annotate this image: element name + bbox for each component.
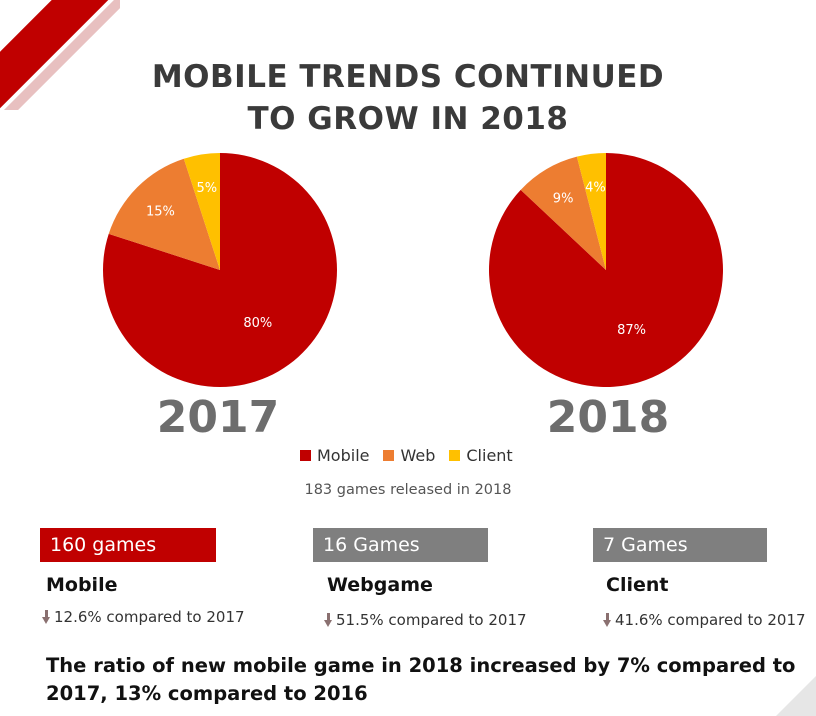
- title-line-2: TO GROW IN 2018: [247, 101, 569, 137]
- pie-2018-year-label: 2018: [546, 392, 670, 443]
- webgame-change: 51.5% compared to 2017: [324, 611, 527, 629]
- pie-charts: 80% 15% 5% 87% 9% 4%: [103, 153, 724, 387]
- webgame-change-text: 51.5% compared to 2017: [336, 611, 527, 629]
- pie-2018-slice-web: [520, 156, 606, 270]
- chart-legend: Mobile Web Client: [300, 446, 513, 465]
- page-title: MOBILE TRENDS CONTINUED TO GROW IN 2018: [0, 56, 816, 140]
- legend-label-web: Web: [400, 446, 436, 465]
- pie-2018-slice-mobile: [489, 153, 724, 387]
- footer-summary: The ratio of new mobile game in 2018 inc…: [46, 654, 796, 705]
- legend-item-web: Web: [383, 446, 435, 465]
- pie-2018-label-mobile: 87%: [617, 323, 646, 338]
- client-games-badge: 7 Games: [593, 528, 767, 562]
- pie-2017-label-web: 15%: [146, 204, 175, 219]
- legend-item-mobile: Mobile: [300, 446, 369, 465]
- mobile-label: Mobile: [46, 574, 118, 596]
- client-change-text: 41.6% compared to 2017: [615, 611, 806, 629]
- pie-2018-label-client: 4%: [585, 180, 606, 195]
- mobile-change-text: 12.6% compared to 2017: [54, 608, 245, 626]
- arrow-down-icon: [42, 610, 51, 624]
- legend-swatch-client: [449, 450, 461, 461]
- webgame-games-badge: 16 Games: [313, 528, 488, 562]
- pie-2017-label-client: 5%: [197, 181, 218, 196]
- legend-swatch-web: [383, 450, 395, 461]
- games-released-caption: 183 games released in 2018: [304, 482, 512, 498]
- title-line-1: MOBILE TRENDS CONTINUED: [151, 59, 665, 95]
- corner-decoration-bottom: [776, 676, 816, 716]
- client-label: Client: [606, 574, 669, 596]
- legend-swatch-mobile: [300, 450, 311, 461]
- pie-2017-label-mobile: 80%: [243, 316, 272, 331]
- pie-2018-slice-client: [576, 153, 606, 270]
- mobile-games-badge: 160 games: [40, 528, 216, 562]
- webgame-label: Webgame: [327, 574, 433, 596]
- arrow-down-icon: [324, 613, 333, 627]
- legend-label-client: Client: [466, 446, 513, 465]
- client-change: 41.6% compared to 2017: [603, 611, 806, 629]
- mobile-change: 12.6% compared to 2017: [42, 608, 245, 626]
- pie-2017-year-label: 2017: [156, 392, 280, 443]
- arrow-down-icon: [603, 613, 612, 627]
- pie-2017-slice-web: [108, 158, 220, 270]
- pie-2018-label-web: 9%: [553, 191, 574, 206]
- pie-2017-slice-client: [183, 153, 220, 270]
- legend-label-mobile: Mobile: [317, 446, 370, 465]
- pie-2017-slice-mobile: [103, 153, 338, 387]
- legend-item-client: Client: [449, 446, 513, 465]
